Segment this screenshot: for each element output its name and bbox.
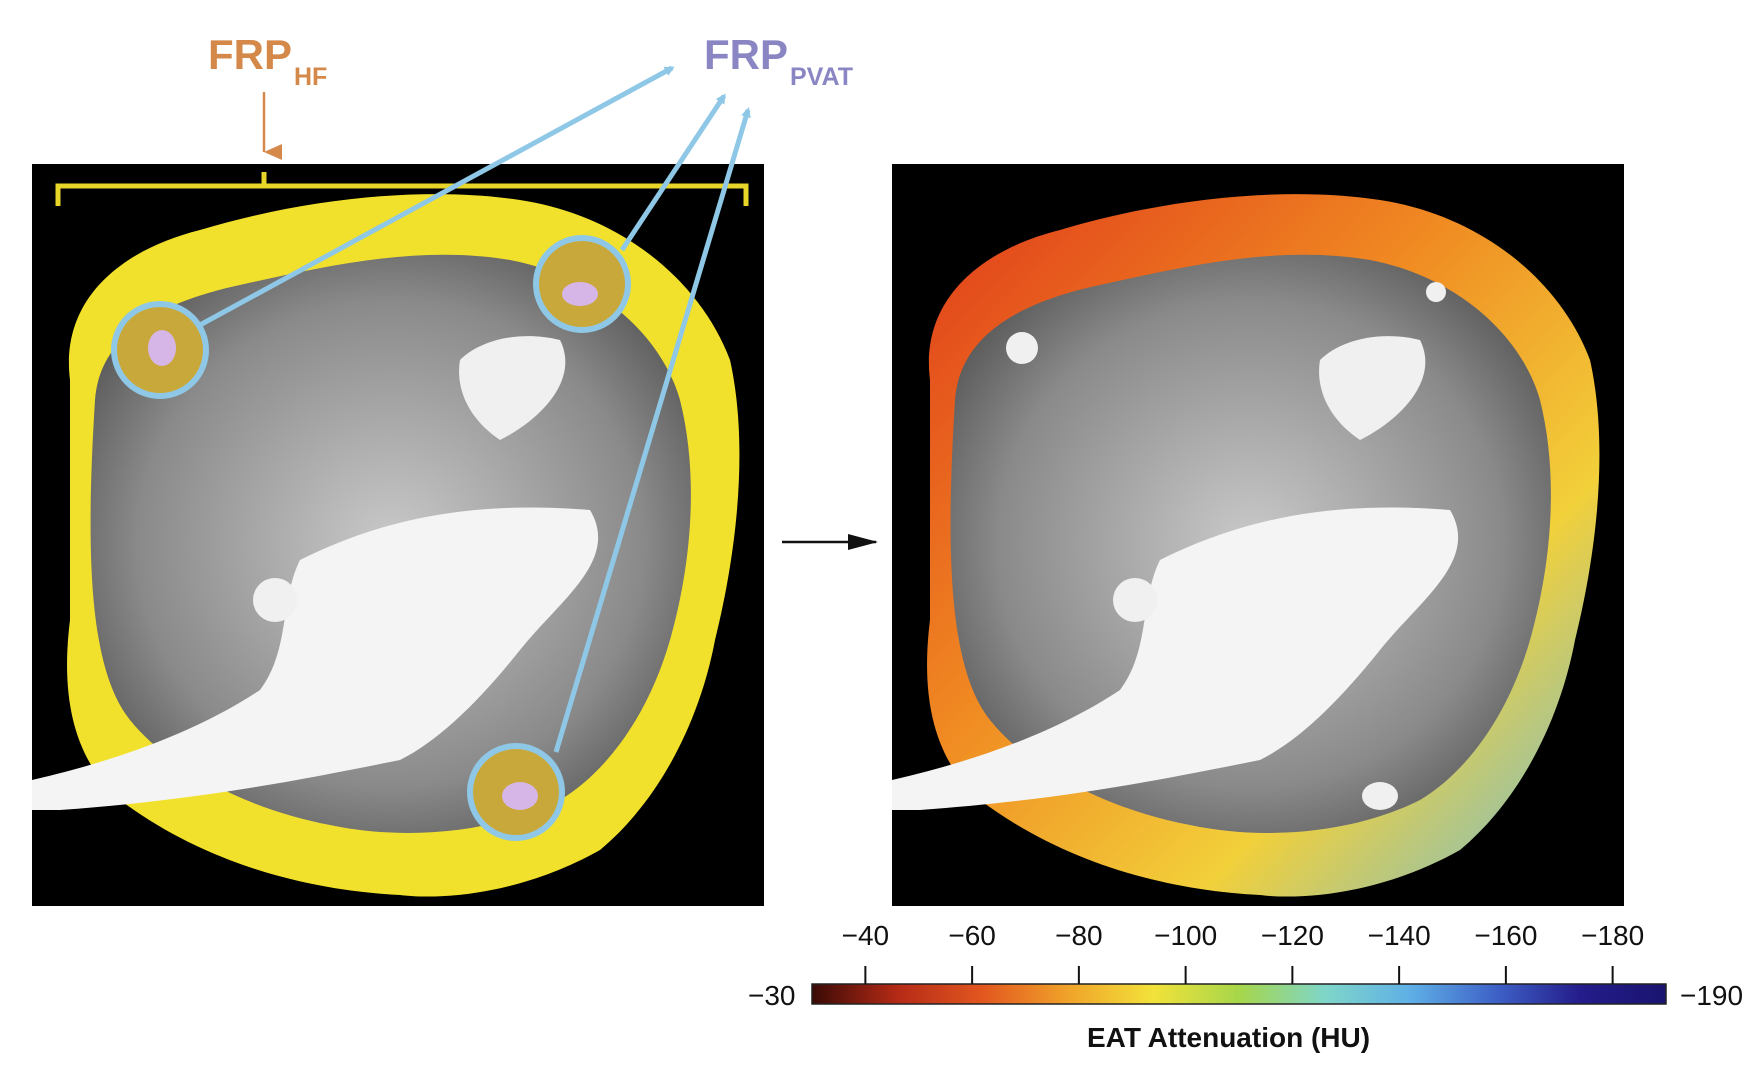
colorbar-tick-label: −160 [1474, 920, 1538, 951]
frp-pvat-label: FRPPVAT [704, 31, 853, 90]
colorbar-tick-label: −140 [1367, 920, 1431, 951]
frp-hf-bracket [55, 172, 749, 206]
frp-hf-main: FRP [208, 31, 292, 78]
pvat-ring-1 [111, 301, 209, 399]
colorbar-tick-label: −120 [1260, 920, 1324, 951]
colorbar-tick-labels: −40 −60 −80 −100 −120 −140 −160 −180 [0, 920, 1760, 956]
right-ct-panel [892, 164, 1624, 906]
frp-pvat-main: FRP [704, 31, 788, 78]
frp-hf-label: FRPHF [208, 31, 327, 90]
colorbar-tick-label: −60 [948, 920, 996, 951]
colorbar-tick-label: −80 [1055, 920, 1103, 951]
frp-hf-sub: HF [294, 63, 328, 91]
colorbar-min-label: −30 [748, 980, 796, 1011]
pvat-arrow-2 [619, 93, 727, 252]
frp-pvat-sub: PVAT [790, 63, 853, 91]
colorbar-title: EAT Attenuation (HU) [1087, 1022, 1371, 1053]
colorbar-max-label: −190 [1680, 980, 1744, 1011]
pvat-arrow-3 [553, 107, 751, 753]
colorbar-tick-label: −180 [1581, 920, 1645, 951]
left-ct-panel [32, 164, 764, 906]
pvat-ring-2 [533, 235, 631, 333]
colorbar-tick-label: −40 [841, 920, 890, 951]
pvat-arrow-1 [198, 65, 675, 328]
pvat-ring-3 [467, 743, 565, 841]
colorbar-tick-label: −100 [1154, 920, 1218, 951]
colorbar [811, 966, 1667, 1005]
